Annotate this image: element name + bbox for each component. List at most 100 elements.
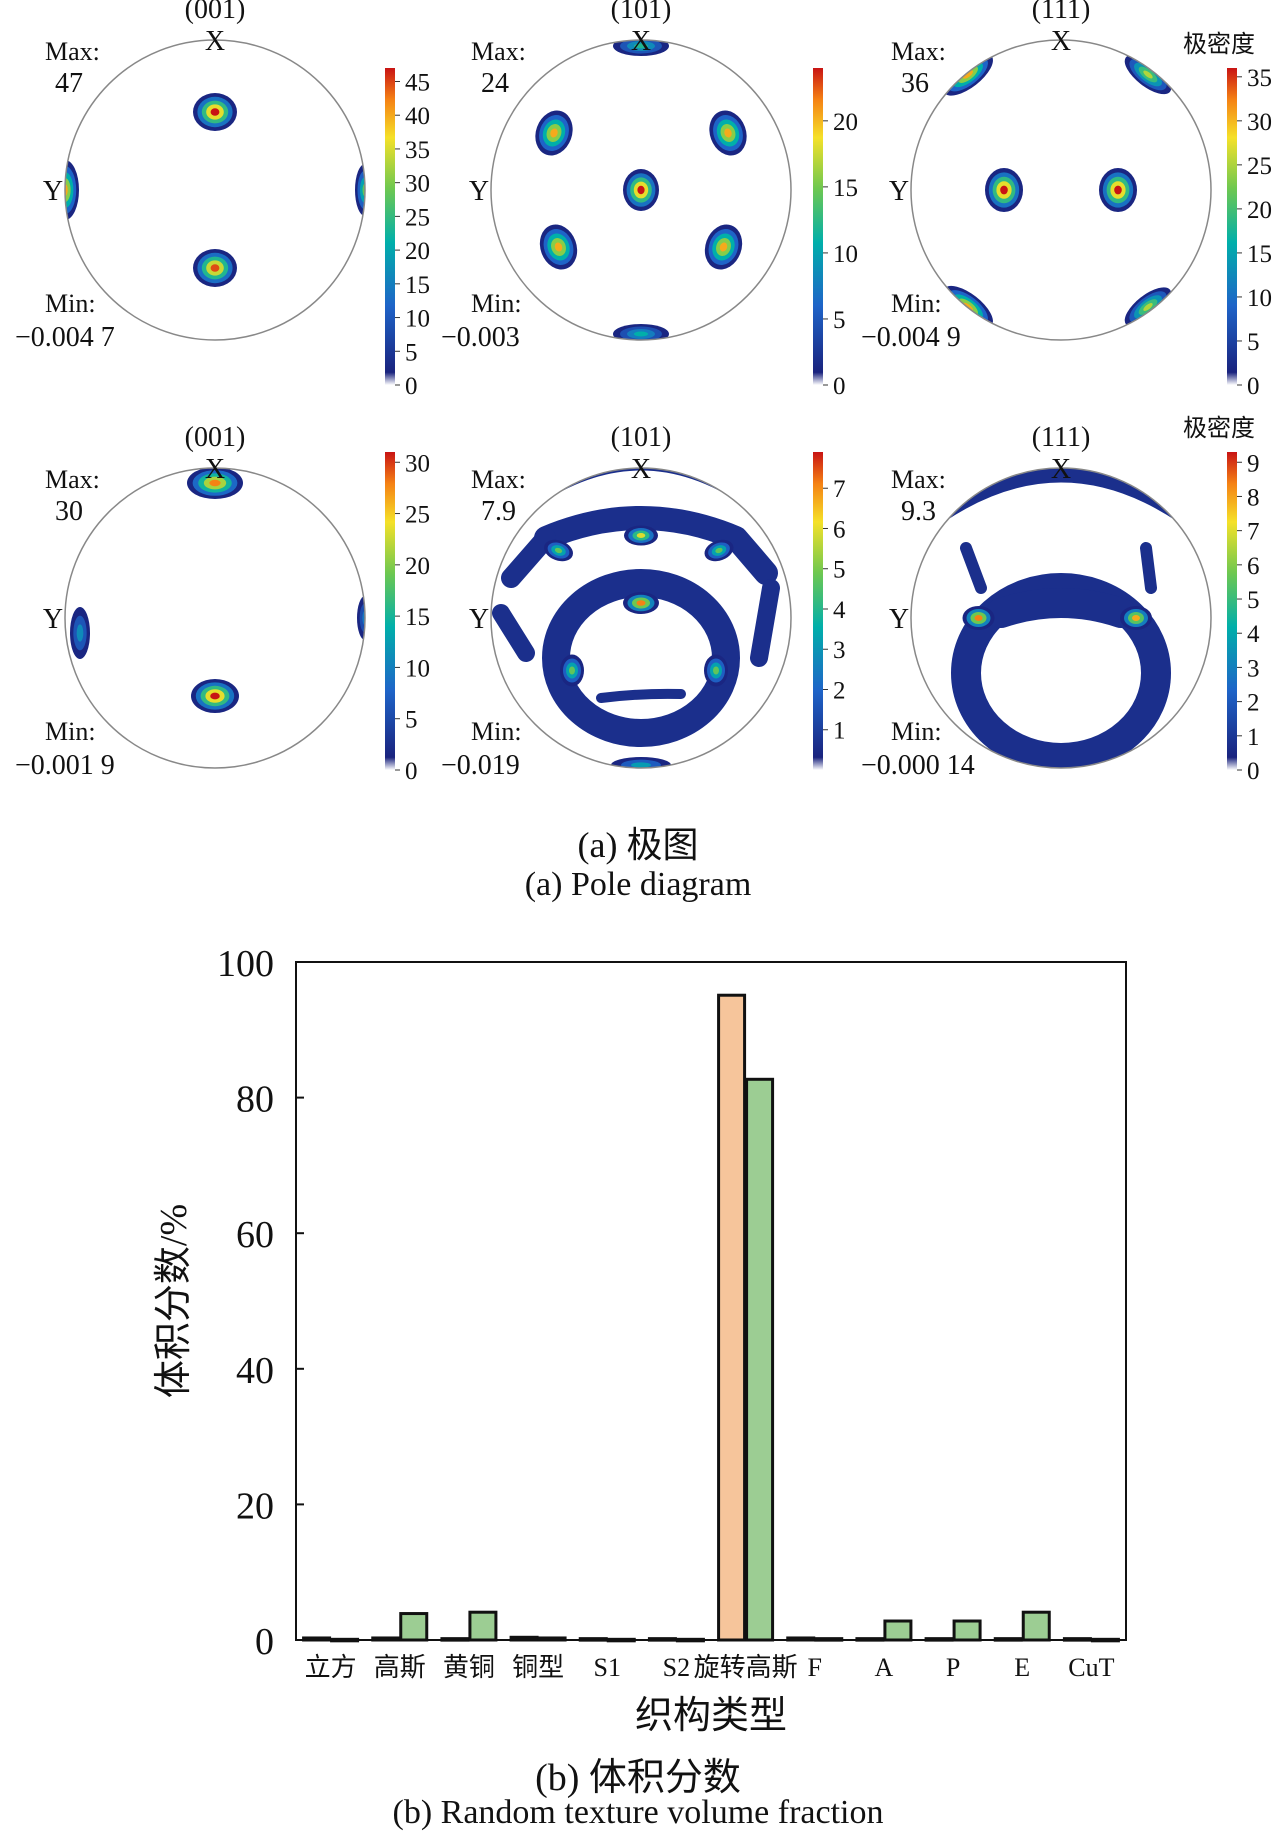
axis-x-label: X [631,454,651,485]
colorbar-tick-label: 3 [1247,655,1260,682]
colorbar-tick-label: 5 [405,339,418,366]
max-value: 7.9 [481,496,516,527]
axis-y-label: Y [469,176,489,207]
min-value: −0.001 9 [15,750,115,781]
colorbar-tick-label: 6 [833,516,846,543]
x-tick-label: S1 [594,1653,621,1682]
colorbar-tick-label: 5 [405,707,418,734]
max-label: Max: [891,465,946,494]
pole-figure-1-1: (001)X Y Max:47 Min: −0.004 7 0 5 10 15 20 25 30 35 4… [15,0,430,400]
pole-circle [910,467,1212,769]
x-tick-label: F [808,1653,822,1682]
bar-2-11 [1021,1610,1051,1642]
y-tick-label: 80 [236,1079,274,1121]
colorbar-tick-label: 30 [405,450,430,477]
colorbar-tick-label: 10 [1247,285,1272,312]
plane-label: (001) [185,0,246,25]
colorbar-tick-label: 25 [1247,153,1272,180]
bar-2-8 [814,1637,844,1642]
min-label: Min: [891,717,942,746]
colorbar-tick-label: 0 [833,373,846,400]
x-tick-label: 立方 [305,1653,357,1682]
bar-1-1 [302,1636,332,1642]
axis-y-label: Y [469,604,489,635]
bar-1-5 [578,1637,608,1642]
max-label: Max: [471,465,526,494]
plane-label: (111) [1032,422,1091,453]
pole-figure-2-3: (111)X Y Max:9.3 Min: −0.000 14 0 1 2 3 4 5 6 7 8 9 极密度 [861,415,1260,785]
plane-label: (101) [611,422,672,453]
axis-y-label: Y [889,604,909,635]
min-label: Min: [891,289,942,318]
bar-2-6 [675,1637,705,1643]
axis-x-label: X [631,26,651,57]
colorbar-tick-label: 10 [833,241,858,268]
colorbar-tick-label: 8 [1247,484,1260,511]
x-tick-label: 旋转高斯 [694,1653,798,1682]
colorbar-title: 极密度 [1183,415,1255,442]
colorbar [813,68,823,385]
colorbar-tick-label: 35 [1247,65,1272,92]
bar-chart-caption-cn: (b) 体积分数 [535,1757,741,1799]
colorbar-tick-label: 20 [405,238,430,265]
plane-label: (111) [1032,0,1091,25]
bar-1-10 [924,1637,954,1642]
bar-2-12 [1090,1637,1120,1643]
bar-chart-caption-en: (b) Random texture volume fraction [392,1794,884,1831]
colorbar-tick-label: 2 [1247,690,1260,717]
pole-figure-1-3: (111)X Y Max:36 Min: −0.004 9 0 5 10 15 20 25 30 35 极… [861,0,1272,400]
pole-circle [490,467,792,769]
colorbar [385,68,395,385]
x-axis-title: 织构类型 [635,1695,787,1737]
y-tick-label: 20 [236,1485,274,1527]
colorbar-tick-label: 2 [833,677,846,704]
min-label: Min: [471,289,522,318]
plane-label: (001) [185,422,246,453]
min-label: Min: [471,717,522,746]
plane-label: (101) [611,0,672,25]
x-tick-label: 铜型 [512,1653,564,1682]
min-value: −0.019 [441,750,520,781]
x-tick-label: S2 [663,1653,690,1682]
bar-2-1 [330,1637,360,1643]
min-value: −0.000 14 [861,750,975,781]
colorbar-tick-label: 4 [833,597,846,624]
colorbar-tick-label: 15 [833,175,858,202]
bar-2-3 [468,1610,498,1642]
y-tick-label: 100 [217,943,274,985]
pole-figure-1-2: (101)X Y Max:24 Min: −0.003 0 5 10 15 20 [441,0,858,400]
bar-1-11 [993,1637,1023,1642]
colorbar-tick-label: 10 [405,655,430,682]
bar-1-8 [786,1636,816,1642]
bar-1-12 [1062,1637,1092,1642]
colorbar-tick-label: 20 [1247,197,1272,224]
colorbar-tick-label: 5 [833,557,846,584]
colorbar-tick-label: 4 [1247,621,1260,648]
max-value: 30 [55,496,83,527]
colorbar-tick-label: 6 [1247,553,1260,580]
max-label: Max: [471,37,526,66]
axis-x-label: X [1051,454,1071,485]
max-label: Max: [891,37,946,66]
pole-circle [64,39,366,341]
bar-2-7 [745,1077,775,1642]
bar-1-7 [717,993,747,1642]
bar-1-3 [440,1637,470,1642]
bar-1-9 [855,1637,885,1642]
colorbar-tick-label: 10 [405,306,430,333]
max-value: 24 [481,68,509,99]
pole-circle [910,39,1212,341]
colorbar-tick-label: 0 [405,758,418,785]
x-tick-label: P [946,1653,960,1682]
bar-1-4 [509,1635,539,1642]
pole-density-map [65,93,365,287]
y-tick-label: 0 [255,1621,274,1663]
colorbar-tick-label: 15 [405,272,430,299]
colorbar [1227,452,1237,770]
bar-1-2 [371,1636,401,1642]
pole-figure-caption-en: (a) Pole diagram [524,866,752,903]
colorbar-tick-label: 30 [405,171,430,198]
min-label: Min: [45,717,96,746]
bar-2-2 [399,1612,429,1642]
